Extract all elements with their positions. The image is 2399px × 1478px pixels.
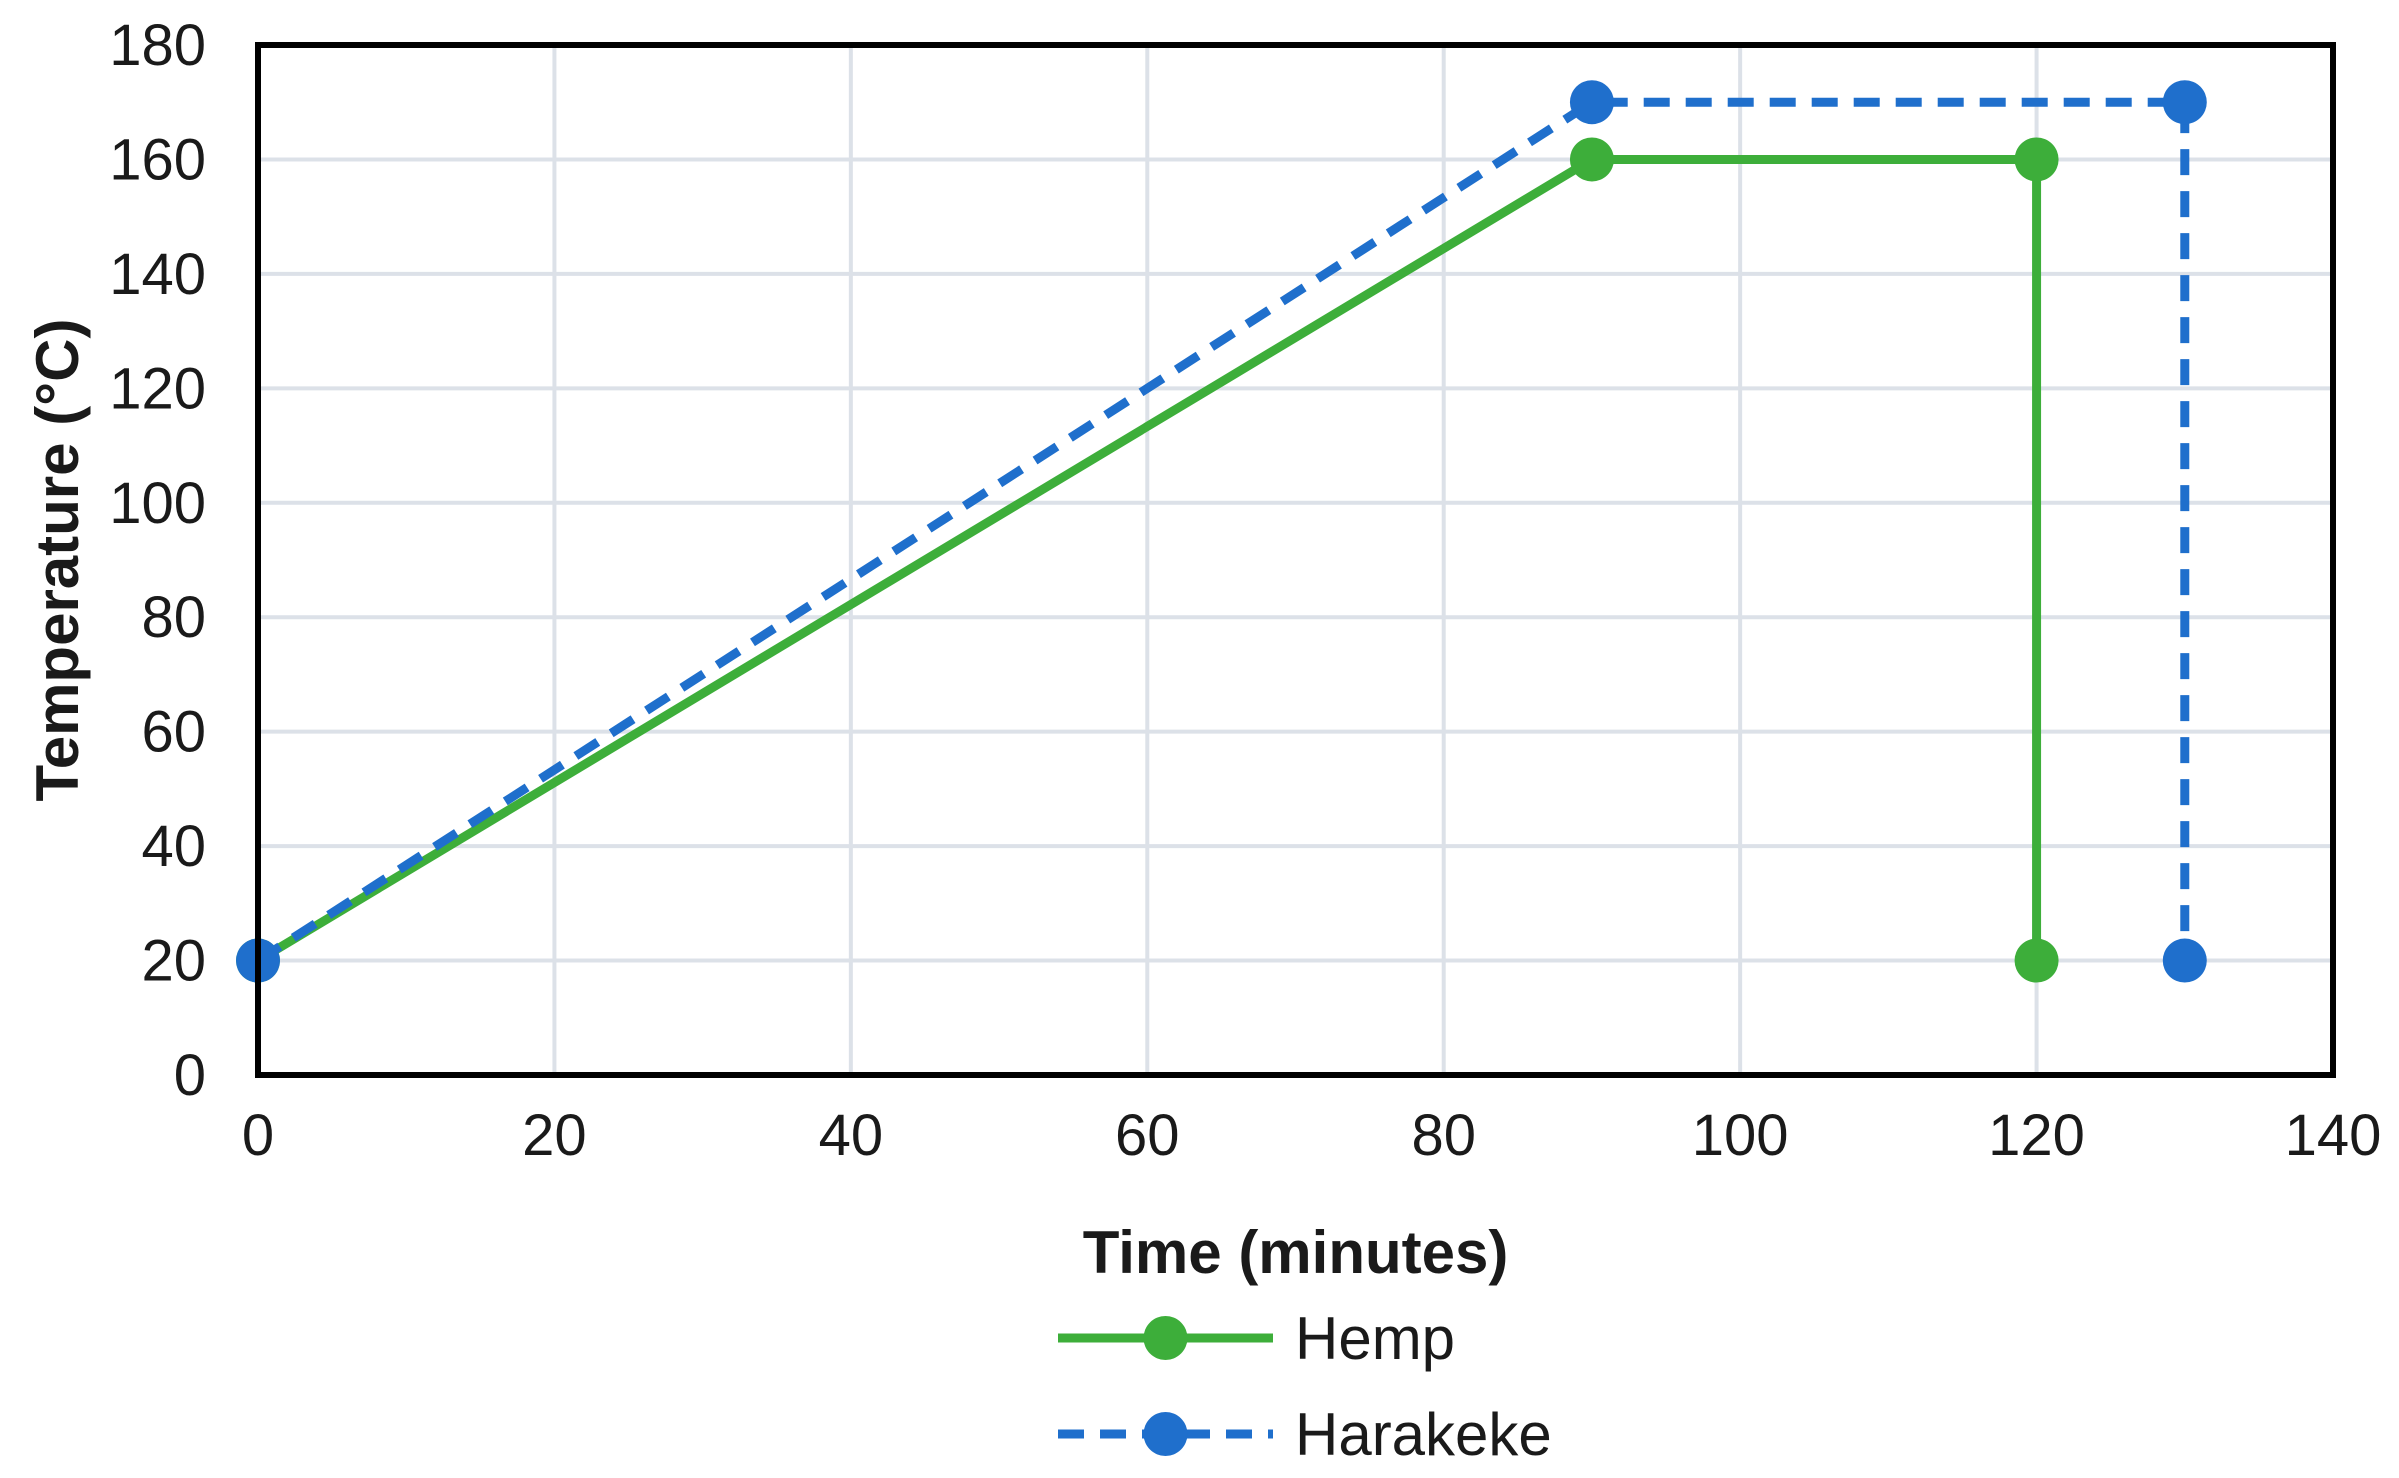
x-tick-label: 20 [522, 1103, 587, 1168]
legend-item-harakeke: Harakeke [1058, 1401, 1552, 1468]
y-tick-label: 120 [109, 356, 206, 421]
series-layer [236, 80, 2207, 983]
y-tick-label: 80 [141, 585, 206, 650]
series-harakeke [236, 80, 2207, 983]
data-point-hemp [2014, 938, 2059, 983]
x-tick-label: 80 [1411, 1103, 1476, 1168]
series-line-hemp [255, 154, 2042, 965]
series-line-harakeke [255, 97, 2190, 965]
y-tick-label: 0 [174, 1043, 206, 1108]
x-tick-label: 140 [2285, 1103, 2382, 1168]
legend-item-hemp: Hemp [1058, 1305, 1455, 1372]
data-point-harakeke [1569, 80, 1614, 125]
x-tick-label: 40 [819, 1103, 884, 1168]
data-point-harakeke [2162, 80, 2207, 125]
x-axis-title: Time (minutes) [1083, 1219, 1509, 1286]
y-tick-label: 100 [109, 471, 206, 536]
x-axis-tick-labels: 0 20 40 60 80 100 120 140 [242, 1103, 2382, 1168]
x-tick-label: 120 [1988, 1103, 2085, 1168]
plot-frame [255, 42, 2336, 1078]
x-tick-label: 100 [1692, 1103, 1789, 1168]
data-point-hemp [1569, 137, 1614, 182]
data-point-hemp [2014, 137, 2059, 182]
y-axis-tick-labels: 0 20 40 60 80 100 120 140 160 180 [109, 13, 206, 1108]
legend: Hemp Harakeke [1058, 1305, 1552, 1468]
x-tick-label: 60 [1115, 1103, 1180, 1168]
legend-marker-hemp [1143, 1316, 1188, 1360]
gridlines [258, 45, 2333, 1075]
y-tick-label: 40 [141, 814, 206, 879]
data-point-harakeke [2162, 938, 2207, 983]
y-tick-label: 160 [109, 127, 206, 192]
y-tick-label: 60 [141, 700, 206, 765]
x-tick-label: 0 [242, 1103, 274, 1168]
y-axis-title: Temperature (°C) [24, 319, 91, 802]
legend-label-hemp: Hemp [1295, 1305, 1455, 1372]
y-tick-label: 180 [109, 13, 206, 78]
legend-marker-harakeke [1143, 1412, 1188, 1456]
y-tick-label: 20 [141, 929, 206, 994]
legend-label-harakeke: Harakeke [1295, 1401, 1552, 1468]
y-tick-label: 140 [109, 242, 206, 307]
